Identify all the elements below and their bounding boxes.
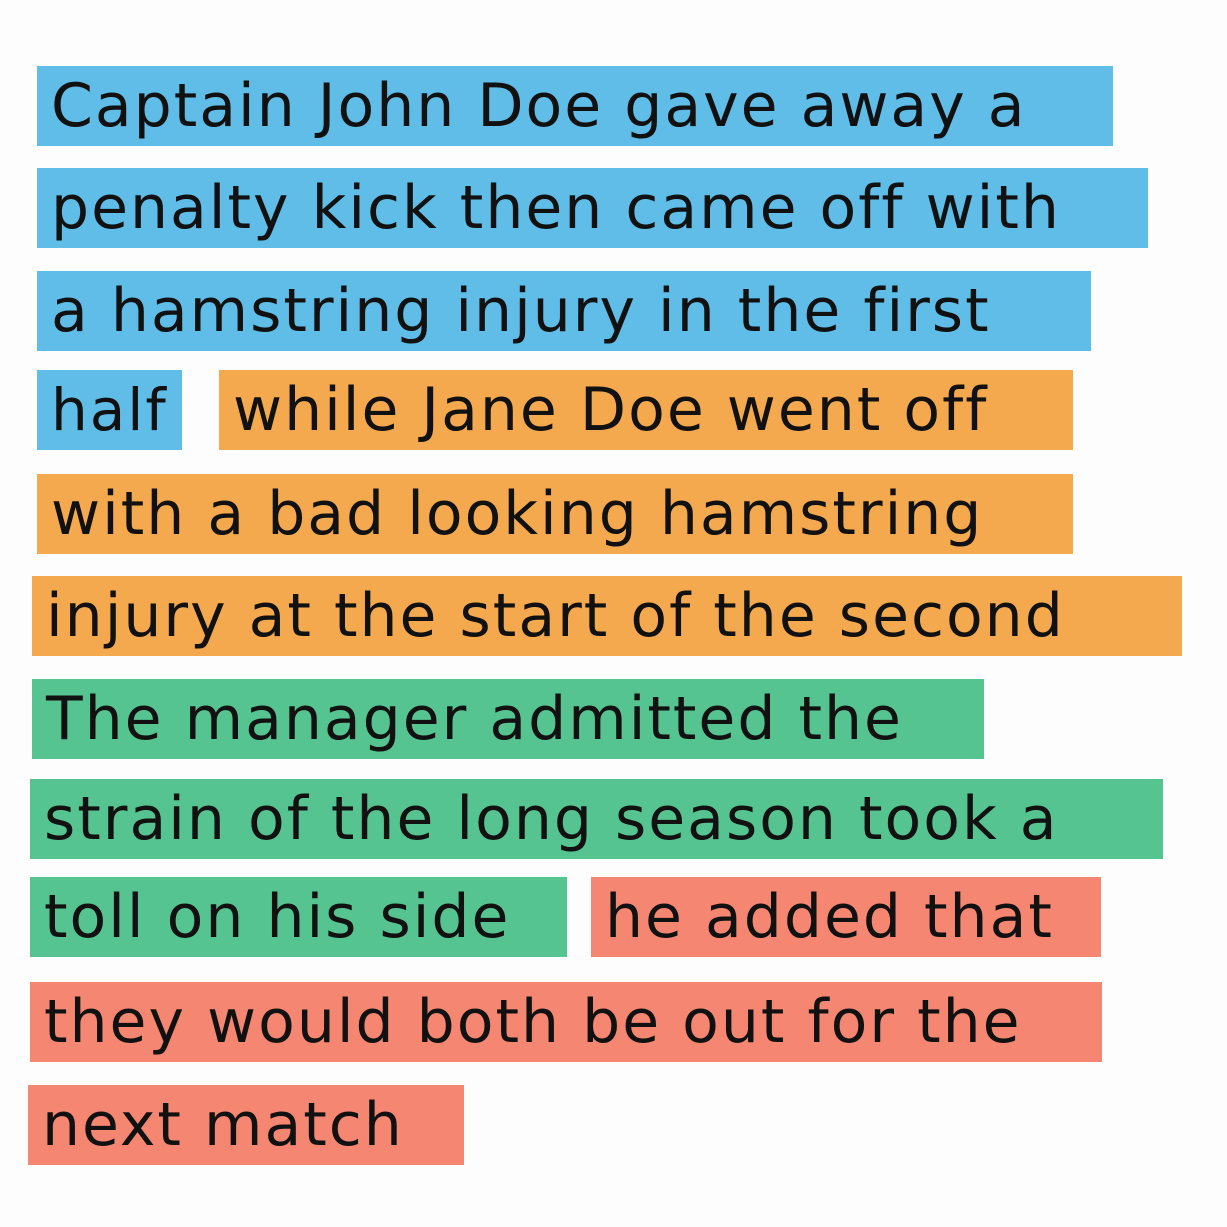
segment-4-line-1: he added that: [591, 877, 1101, 957]
segment-2-line-2: with a bad looking hamstring: [37, 474, 1073, 554]
segment-4-line-2: they would both be out for the: [30, 982, 1102, 1062]
segment-3-line-1-text: The manager admitted the: [46, 684, 903, 754]
segment-1-line-4-text: half: [51, 376, 168, 444]
segment-2-line-2-text: with a bad looking hamstring: [51, 479, 984, 549]
segment-1-line-2: penalty kick then came off with: [37, 168, 1148, 248]
segment-4-line-2-text: they would both be out for the: [44, 987, 1022, 1057]
segment-3-line-2: strain of the long season took a: [30, 779, 1163, 859]
segment-1-line-3: a hamstring injury in the first: [37, 271, 1091, 351]
segment-1-line-1: Captain John Doe gave away a: [37, 66, 1113, 146]
segment-4-line-1-text: he added that: [605, 882, 1054, 952]
segment-3-line-3: toll on his side: [30, 877, 567, 957]
segment-1-line-2-text: penalty kick then came off with: [51, 173, 1061, 243]
segment-1-line-3-text: a hamstring injury in the first: [51, 276, 991, 346]
segment-3-line-2-text: strain of the long season took a: [44, 784, 1059, 854]
segment-2-line-1: while Jane Doe went off: [219, 370, 1073, 450]
segment-4-line-3: next match: [28, 1085, 464, 1165]
segment-3-line-3-text: toll on his side: [44, 882, 511, 952]
segment-2-line-3-text: injury at the start of the second: [46, 581, 1065, 651]
segment-2-line-3: injury at the start of the second: [32, 576, 1182, 656]
segment-4-line-3-text: next match: [42, 1090, 404, 1160]
segment-3-line-1: The manager admitted the: [32, 679, 984, 759]
segment-2-line-1-text: while Jane Doe went off: [233, 375, 989, 445]
segment-1-line-4: half: [37, 370, 182, 450]
segment-1-line-1-text: Captain John Doe gave away a: [51, 71, 1027, 141]
